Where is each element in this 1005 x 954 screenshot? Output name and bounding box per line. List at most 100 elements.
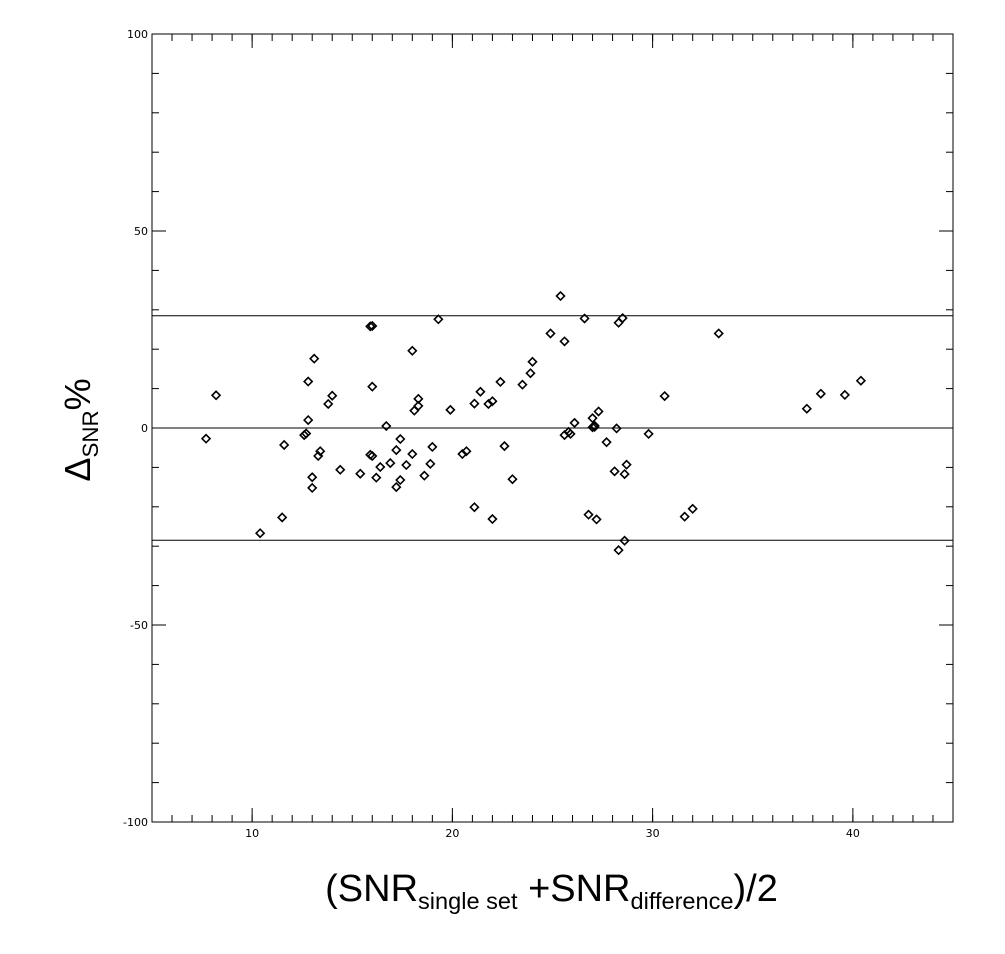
y-tick-label: 100 bbox=[127, 28, 148, 41]
data-point bbox=[583, 509, 594, 520]
data-point bbox=[839, 389, 850, 401]
y-tick-label: 50 bbox=[134, 225, 148, 238]
data-point bbox=[367, 450, 378, 462]
data-point bbox=[483, 398, 494, 410]
data-point bbox=[621, 459, 632, 470]
data-point bbox=[391, 444, 402, 456]
data-point bbox=[559, 336, 570, 347]
data-point bbox=[527, 356, 538, 367]
data-point bbox=[617, 312, 628, 324]
data-point bbox=[461, 446, 472, 457]
data-point bbox=[619, 535, 630, 546]
data-point bbox=[587, 413, 598, 424]
data-point bbox=[367, 320, 378, 332]
data-point bbox=[445, 404, 456, 416]
data-point bbox=[391, 481, 402, 493]
data-point bbox=[381, 420, 392, 432]
data-point bbox=[713, 328, 724, 339]
data-point bbox=[613, 545, 624, 556]
data-point bbox=[525, 368, 536, 379]
y-label-subscript: SNR bbox=[77, 410, 103, 458]
data-point bbox=[457, 448, 468, 460]
data-point bbox=[499, 440, 510, 452]
data-point bbox=[355, 468, 366, 479]
data-point bbox=[309, 353, 320, 364]
data-point bbox=[301, 428, 312, 439]
data-point bbox=[323, 398, 334, 410]
data-point bbox=[407, 448, 418, 460]
data-point bbox=[487, 513, 498, 525]
data-point bbox=[487, 396, 498, 407]
data-point bbox=[407, 345, 418, 356]
data-point bbox=[855, 375, 867, 386]
data-point bbox=[609, 466, 620, 477]
x-tick-label: 30 bbox=[646, 827, 660, 840]
data-point bbox=[371, 472, 382, 483]
data-point bbox=[589, 421, 600, 432]
x-label-prefix: (SNR bbox=[325, 868, 419, 910]
x-label-suffix: )/2 bbox=[733, 868, 778, 910]
data-point bbox=[395, 474, 406, 486]
data-point bbox=[365, 321, 376, 332]
y-axis-label: ΔSNR% bbox=[18, 330, 138, 530]
data-point bbox=[427, 441, 438, 453]
x-axis-label: (SNRsingle set +SNRdifference)/2 bbox=[150, 868, 953, 915]
data-point bbox=[413, 393, 424, 404]
data-point bbox=[401, 459, 412, 471]
data-point bbox=[367, 381, 378, 392]
data-point bbox=[679, 511, 690, 522]
data-point bbox=[687, 503, 698, 514]
data-point bbox=[495, 376, 506, 388]
data-point bbox=[375, 461, 386, 473]
data-point bbox=[315, 446, 326, 457]
data-point bbox=[565, 428, 576, 440]
data-point bbox=[279, 439, 290, 451]
data-point bbox=[200, 433, 212, 444]
data-point bbox=[303, 414, 314, 426]
data-point bbox=[611, 423, 622, 434]
data-point bbox=[579, 313, 590, 324]
data-point bbox=[659, 390, 670, 402]
y-tick-label: -50 bbox=[130, 619, 148, 632]
data-point bbox=[335, 464, 346, 475]
plot-frame bbox=[151, 33, 954, 823]
y-tick-label: 0 bbox=[141, 422, 148, 435]
data-point bbox=[413, 400, 424, 412]
data-point bbox=[801, 403, 812, 414]
data-point bbox=[589, 420, 600, 431]
data-point bbox=[545, 328, 556, 339]
data-point bbox=[591, 514, 602, 525]
data-point bbox=[815, 388, 826, 399]
x-tick-label: 20 bbox=[445, 827, 459, 840]
data-point bbox=[327, 390, 338, 401]
data-points bbox=[200, 290, 867, 556]
data-point bbox=[619, 468, 630, 480]
data-point bbox=[469, 398, 480, 409]
y-tick-label: -100 bbox=[123, 816, 148, 829]
x-label-subscript-2: difference bbox=[630, 888, 734, 915]
data-point bbox=[307, 482, 318, 494]
y-label-suffix: % bbox=[57, 378, 98, 411]
data-point bbox=[569, 417, 580, 429]
data-point bbox=[385, 457, 396, 469]
data-point bbox=[507, 474, 518, 485]
data-point bbox=[601, 437, 612, 448]
x-tick-label: 10 bbox=[245, 827, 259, 840]
y-label-symbol: Δ bbox=[57, 457, 98, 482]
data-point bbox=[593, 406, 604, 417]
reference-lines bbox=[152, 315, 953, 541]
data-point bbox=[395, 433, 406, 445]
data-point bbox=[419, 470, 430, 481]
data-point bbox=[425, 458, 436, 469]
data-point bbox=[307, 472, 318, 483]
data-point bbox=[277, 512, 288, 523]
data-point bbox=[555, 290, 566, 302]
data-point bbox=[255, 528, 266, 539]
data-point bbox=[433, 314, 444, 325]
data-point bbox=[210, 390, 222, 401]
x-label-middle: +SNR bbox=[517, 868, 631, 910]
data-point bbox=[469, 502, 480, 513]
x-label-subscript-1: single set bbox=[418, 888, 518, 915]
data-point bbox=[303, 376, 314, 387]
